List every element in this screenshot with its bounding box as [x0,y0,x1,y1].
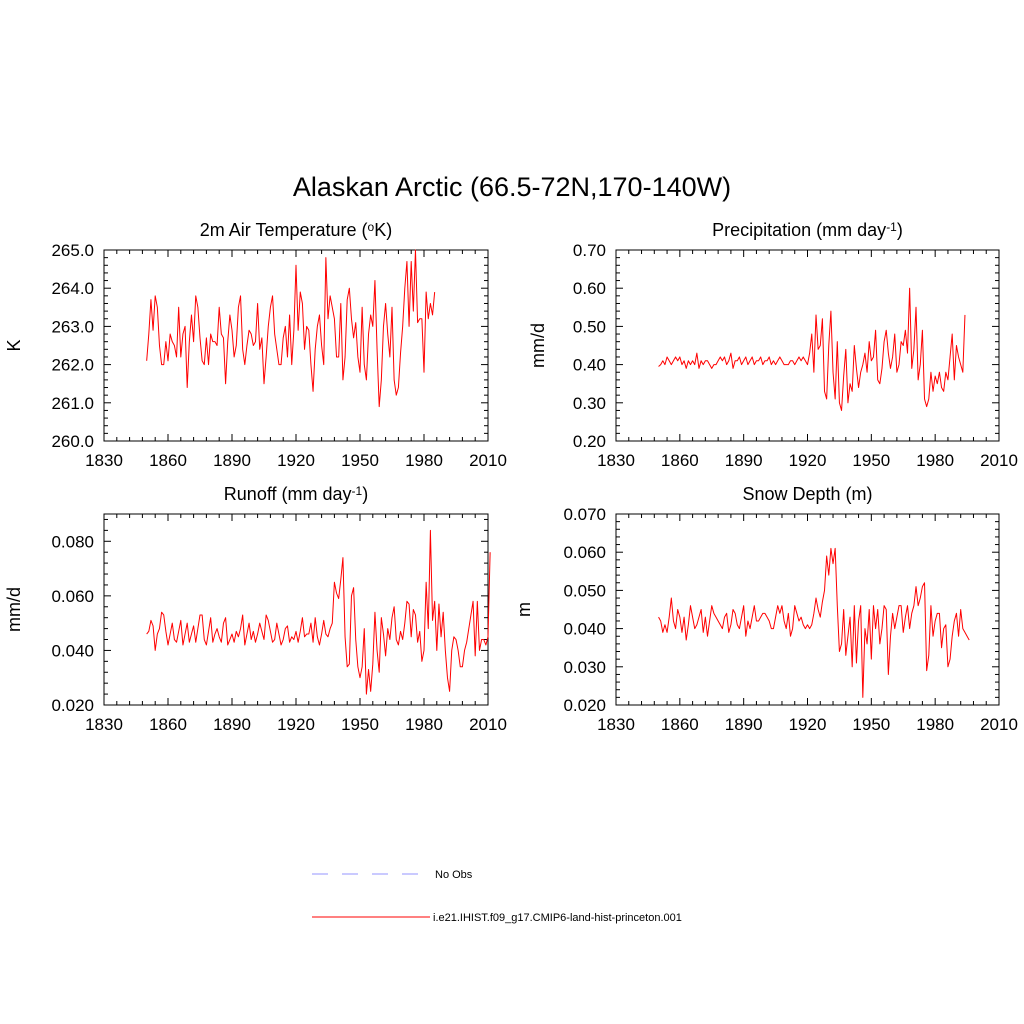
panel-runoff: Runoff (mm day-1) 1830 1860 1890 1920 1950 198… [4,484,507,734]
y-tick-label: 0.040 [51,641,94,660]
x-tick-label: 1860 [661,715,699,734]
y-axis-label-runoff: mm/d [4,587,24,632]
x-tick-label: 1890 [725,451,763,470]
x-tick-label: 1980 [916,451,954,470]
plot-frame-snow-depth [615,513,1000,706]
y-tick-label: 0.050 [563,581,606,600]
x-tick-label: 1890 [725,715,763,734]
y-tick-label: 262.0 [51,356,94,375]
x-tick-label: 2010 [469,715,507,734]
panel-air-temperature: 2m Air Temperature (oK) 1830 1860 1890 1920 1… [4,220,507,470]
x-tick-label: 1890 [213,715,251,734]
x-tick-label: 1980 [916,715,954,734]
x-tick-label: 1830 [597,715,635,734]
y-tick-label: 0.020 [51,696,94,715]
y-tick-label: 0.20 [573,432,606,451]
y-tick-label: 0.30 [573,394,606,413]
x-tick-label: 1950 [341,451,379,470]
y-tick-label: 0.40 [573,356,606,375]
figure-title: Alaskan Arctic (66.5-72N,170-140W) [293,172,731,202]
series-line-air-temperature [146,249,436,408]
x-tick-label: 2010 [469,451,507,470]
x-tick-label: 1860 [149,715,187,734]
y-tick-label: 0.70 [573,241,606,260]
y-tick-label: 0.040 [563,620,606,639]
panel-title-runoff: Runoff (mm day-1) [224,484,368,504]
y-tick-label: 0.080 [51,532,94,551]
y-axis-label-snow-depth: m [514,602,534,617]
x-tick-label: 1950 [341,715,379,734]
x-tick-label: 2010 [980,715,1018,734]
panel-title-air-temperature: 2m Air Temperature (oK) [200,220,392,240]
legend-label-no-obs: No Obs [435,869,473,881]
panel-title-snow-depth: Snow Depth (m) [742,484,872,504]
y-tick-label: 265.0 [51,241,94,260]
series-line-precipitation [658,287,966,411]
x-tick-label: 1920 [789,451,827,470]
y-tick-label: 0.060 [51,587,94,606]
y-tick-label: 0.030 [563,658,606,677]
y-tick-label: 0.070 [563,505,606,524]
panel-snow-depth: Snow Depth (m) 1830 1860 1890 1920 1950 1980 20… [514,484,1018,734]
legend-label-model: i.e21.IHIST.f09_g17.CMIP6-land-hist-prin… [433,912,682,924]
y-tick-label: 0.060 [563,543,606,562]
x-tick-label: 2010 [980,451,1018,470]
y-tick-label: 264.0 [51,279,94,298]
y-tick-label: 0.50 [573,317,606,336]
x-tick-label: 1830 [85,451,123,470]
series-line-runoff [146,529,491,695]
y-tick-label: 263.0 [51,317,94,336]
x-tick-label: 1980 [405,715,443,734]
x-tick-label: 1860 [661,451,699,470]
legend: No Obs i.e21.IHIST.f09_g17.CMIP6-land-hi… [312,869,682,924]
x-tick-label: 1860 [149,451,187,470]
x-tick-label: 1920 [277,451,315,470]
x-tick-label: 1830 [85,715,123,734]
y-tick-label: 261.0 [51,394,94,413]
x-tick-label: 1950 [852,715,890,734]
panel-title-precipitation: Precipitation (mm day-1) [712,220,903,240]
series-line-snow-depth [658,547,970,698]
x-tick-label: 1830 [597,451,635,470]
y-tick-label: 0.020 [563,696,606,715]
y-tick-label: 0.60 [573,279,606,298]
x-tick-label: 1920 [277,715,315,734]
y-axis-label-precipitation: mm/d [528,323,548,368]
y-tick-label: 260.0 [51,432,94,451]
x-tick-label: 1980 [405,451,443,470]
x-tick-label: 1920 [789,715,827,734]
plot-frame-precipitation [615,249,1000,442]
y-axis-label-air-temperature: K [4,339,24,351]
x-tick-label: 1950 [852,451,890,470]
x-tick-label: 1890 [213,451,251,470]
panel-precipitation: Precipitation (mm day-1) 1830 1860 1890 1920… [528,220,1018,470]
